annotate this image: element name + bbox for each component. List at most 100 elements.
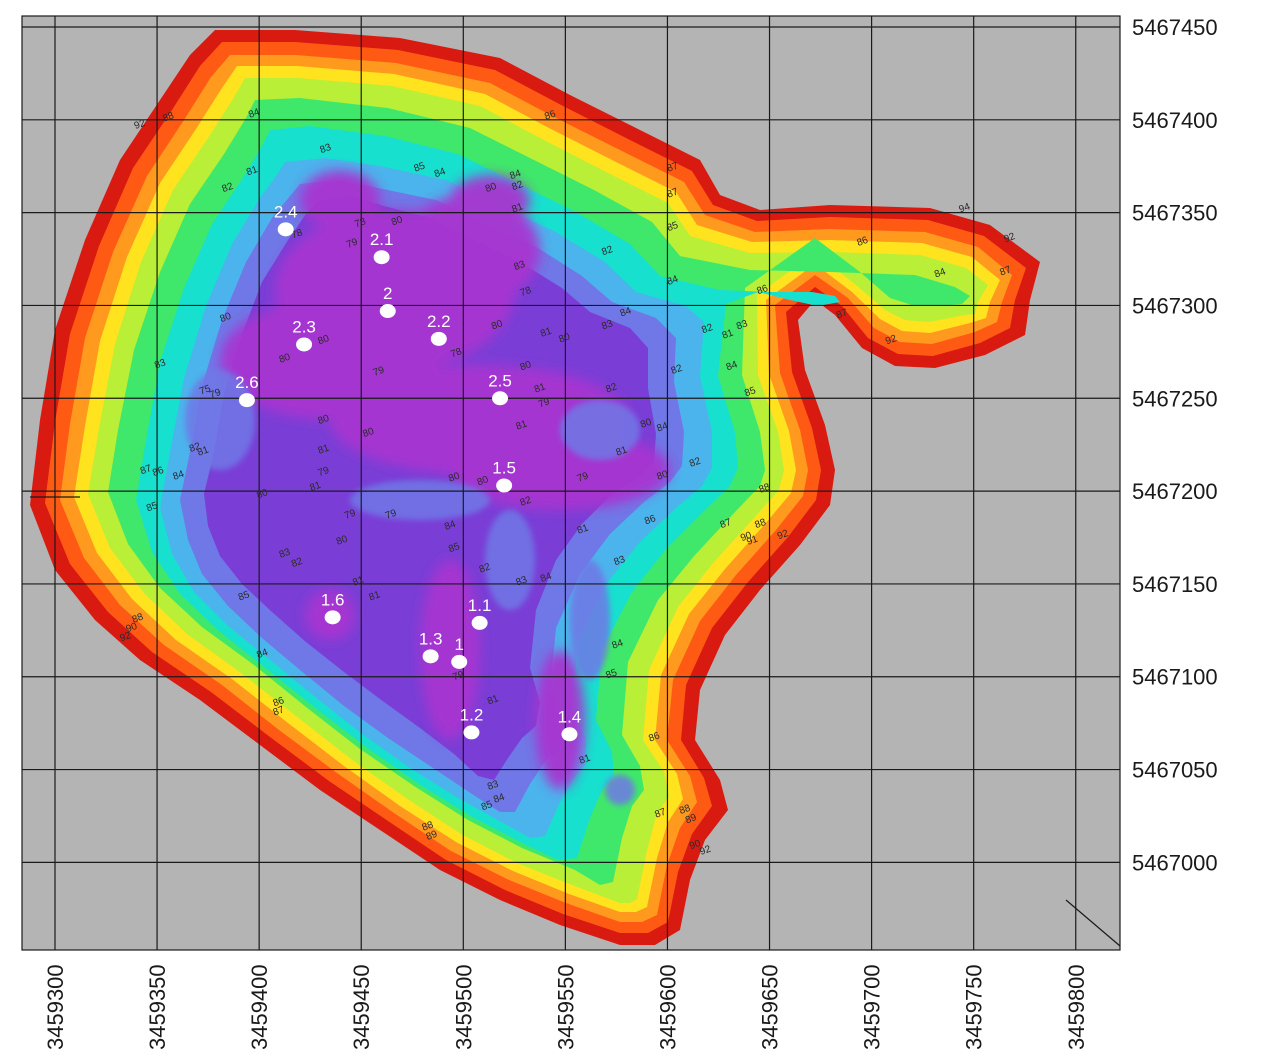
sample-point-marker[interactable]: [451, 654, 468, 669]
contour-value-label: 86: [755, 283, 770, 297]
contour-value-label: 85: [145, 500, 160, 514]
northing-tick-label: 5467200: [1132, 479, 1218, 504]
sample-point-label: 1.1: [468, 596, 492, 615]
sample-point-marker[interactable]: [296, 337, 313, 352]
contour-value-label: 79: [372, 365, 387, 379]
contour-value-label: 79: [208, 387, 223, 401]
sample-point-marker[interactable]: [373, 250, 390, 265]
contour-value-label: 83: [278, 547, 293, 561]
easting-tick-label: 3459700: [860, 964, 885, 1050]
sample-point[interactable]: 2.6: [235, 373, 259, 408]
easting-tick-label: 3459400: [247, 964, 272, 1050]
easting-axis: 3459300 3459350 3459400 3459450 3459500 34595…: [43, 964, 1089, 1050]
northing-tick-label: 5467150: [1132, 572, 1218, 597]
sample-point-label: 2.5: [488, 371, 512, 390]
contour-value-label: 82: [519, 495, 534, 509]
contour-value-label: 81: [515, 418, 530, 432]
contour-value-label: 80: [655, 469, 670, 483]
sample-point[interactable]: 1.1: [468, 596, 492, 630]
easting-tick-label: 3459550: [553, 964, 578, 1050]
contour-value-label: 81: [351, 574, 366, 588]
contour-value-label: 86: [855, 235, 870, 249]
corner-mark: [1065, 899, 1121, 947]
sample-point-marker[interactable]: [430, 331, 447, 346]
sample-point[interactable]: 2.5: [488, 371, 512, 406]
contour-value-label: 94: [958, 201, 973, 215]
contour-value-label: 85: [743, 385, 758, 399]
northing-tick-label: 5467250: [1132, 386, 1218, 411]
sample-point-marker[interactable]: [277, 222, 294, 237]
sample-point-marker[interactable]: [561, 727, 578, 742]
sample-point-label: 2.4: [274, 202, 298, 221]
contour-value-label: 92: [1002, 231, 1017, 245]
contour-value-label: 84: [172, 469, 187, 483]
easting-tick-label: 3459350: [145, 964, 170, 1050]
contour-value-label: 80: [484, 181, 499, 195]
sample-point-label: 2.2: [427, 312, 451, 331]
coordinate-grid: [22, 16, 1120, 950]
contour-value-label: 86: [647, 730, 662, 744]
sample-point[interactable]: 1: [451, 635, 468, 669]
contour-value-label: 90: [688, 838, 703, 852]
sample-point[interactable]: 2.2: [427, 312, 451, 346]
contour-value-label: 88: [753, 517, 768, 531]
contour-value-label: 82: [604, 381, 619, 395]
sample-point-marker[interactable]: [238, 393, 255, 408]
contour-value-label: 86: [151, 465, 166, 479]
sample-point-marker[interactable]: [471, 615, 488, 630]
sample-point-marker[interactable]: [492, 391, 509, 406]
sample-point[interactable]: 2: [379, 284, 396, 319]
sample-point[interactable]: 2.1: [370, 230, 394, 265]
contour-value-label: 81: [245, 164, 260, 178]
contour-value-label: 80: [219, 311, 234, 325]
contour-value-label: 79: [345, 236, 360, 250]
contour-value-label: 86: [543, 108, 558, 122]
contour-value-label: 83: [600, 318, 615, 332]
contour-value-label: 80: [335, 534, 350, 548]
sample-point[interactable]: 1.5: [492, 459, 516, 493]
sample-point-marker[interactable]: [324, 610, 341, 625]
contour-value-label: 87: [666, 186, 681, 200]
sample-point[interactable]: 2.4: [274, 202, 298, 237]
contour-value-label: 92: [776, 528, 791, 542]
sample-point-marker[interactable]: [463, 725, 480, 740]
sample-point-label: 1.2: [460, 705, 484, 724]
contour-value-label: 87: [139, 463, 154, 477]
contour-value-label: 88: [131, 611, 146, 625]
sample-point[interactable]: 1.2: [460, 705, 484, 740]
contour-value-label: 80: [361, 426, 376, 440]
contour-value-label: 84: [933, 266, 948, 280]
contour-value-label: 84: [655, 420, 670, 434]
sample-point[interactable]: 1.6: [321, 590, 345, 625]
contour-value-label: 92: [118, 630, 133, 644]
contour-value-label: 91: [745, 534, 760, 548]
sample-point-marker[interactable]: [379, 304, 396, 319]
contour-value-label: 80: [255, 487, 270, 501]
contour-value-label: 79: [451, 669, 466, 683]
contour-value-label: 81: [533, 381, 548, 395]
contour-value-label: 84: [539, 571, 554, 585]
sample-point-label: 2: [383, 284, 392, 303]
northing-tick-label: 5467050: [1132, 758, 1218, 783]
sample-point[interactable]: 2.3: [292, 317, 316, 352]
contour-value-label: 82: [670, 363, 685, 377]
contour-value-label: 83: [515, 574, 530, 588]
sample-point-marker[interactable]: [422, 649, 439, 664]
easting-tick-label: 3459500: [451, 964, 476, 1050]
contour-value-label: 84: [725, 359, 740, 373]
contour-value-label: 81: [578, 753, 593, 767]
northing-tick-label: 5467450: [1132, 15, 1218, 40]
contour-value-label: 92: [133, 118, 148, 132]
contour-value-label: 87: [719, 517, 734, 531]
sample-point-marker[interactable]: [496, 478, 513, 493]
contour-value-label: 80: [476, 474, 491, 488]
contour-value-label: 84: [443, 519, 458, 533]
sample-point-label: 2.3: [292, 317, 316, 336]
sample-point[interactable]: 1.3: [419, 629, 443, 664]
contour-value-label: 81: [576, 522, 591, 536]
northing-tick-label: 5467300: [1132, 293, 1218, 318]
sample-point[interactable]: 1.4: [558, 707, 582, 742]
contour-value-label: 80: [317, 413, 332, 427]
sample-point-label: 2.1: [370, 230, 394, 249]
contour-value-label: 80: [639, 417, 654, 431]
